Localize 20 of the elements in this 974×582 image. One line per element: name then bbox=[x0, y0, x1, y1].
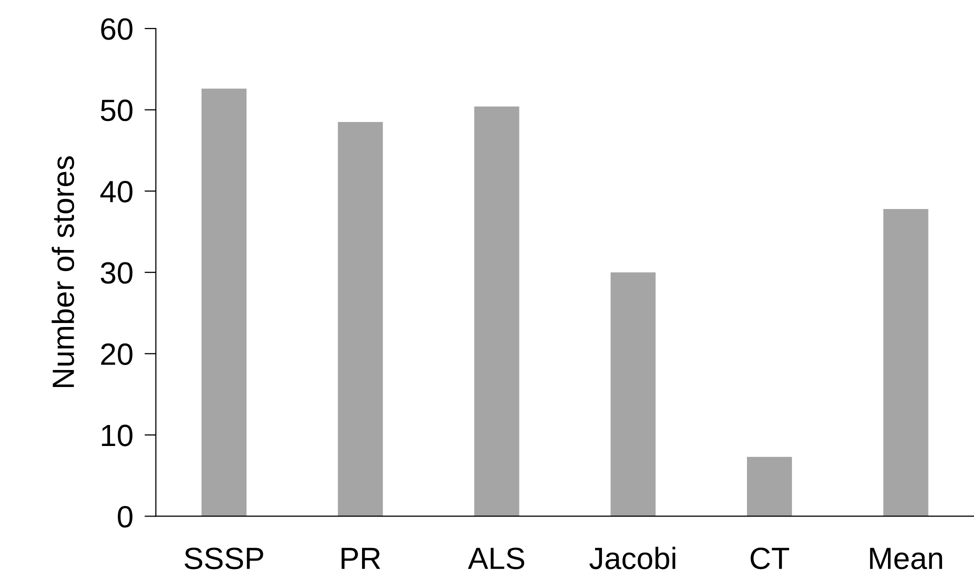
x-tick-label: Mean bbox=[870, 548, 942, 570]
x-tick-label: CT bbox=[750, 548, 790, 570]
y-tick-label: 10 bbox=[102, 424, 132, 446]
x-tick-label: ALS bbox=[468, 548, 524, 570]
bar bbox=[883, 208, 928, 516]
bar bbox=[746, 456, 792, 516]
x-tick-label: PR bbox=[342, 548, 380, 569]
bar bbox=[338, 122, 383, 516]
x-tick-label: SSSP bbox=[184, 548, 264, 570]
y-tick-label: 40 bbox=[100, 180, 132, 202]
bar bbox=[202, 88, 247, 516]
bar bbox=[474, 106, 520, 516]
y-tick-label: 30 bbox=[100, 262, 132, 284]
y-tick-label: 0 bbox=[118, 506, 132, 528]
y-tick-label: 50 bbox=[100, 100, 132, 122]
y-axis-title: Number of stores bbox=[52, 156, 74, 388]
y-tick-label: 20 bbox=[101, 343, 132, 366]
y-tick-label: 60 bbox=[101, 18, 132, 40]
x-tick-label: Jacobi bbox=[589, 546, 676, 570]
bar bbox=[610, 272, 656, 516]
